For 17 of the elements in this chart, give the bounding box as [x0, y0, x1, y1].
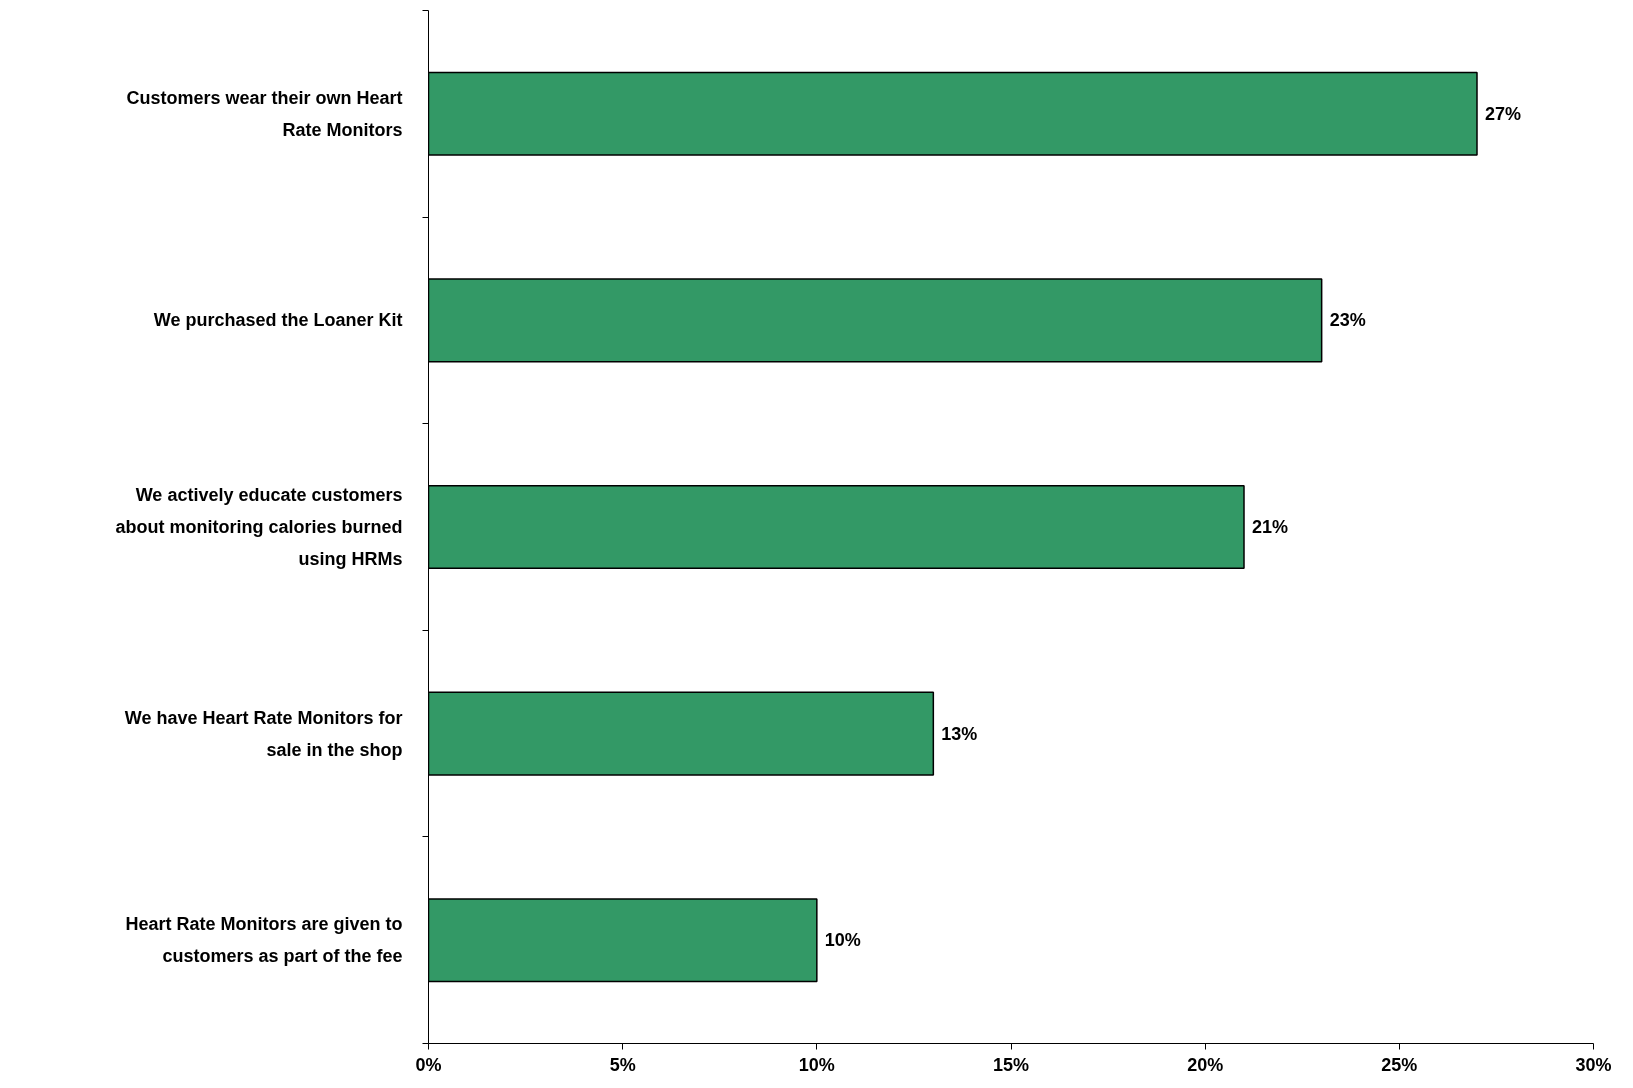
y-tick-label: Customers wear their own Heart Rate Monitors	[126, 87, 403, 140]
x-tick-label: 20%	[1187, 1054, 1224, 1075]
data-label: 27%	[1485, 103, 1522, 124]
x-tick-label: 10%	[798, 1054, 835, 1075]
x-tick-label: 25%	[1381, 1054, 1418, 1075]
data-label: 23%	[1329, 310, 1366, 331]
x-tick-label: 0%	[415, 1054, 442, 1075]
data-label: 13%	[941, 723, 978, 744]
x-tick-label: 15%	[992, 1054, 1030, 1075]
y-tick-label: We actively educate customers about monitoring calories burned using HRMs	[115, 485, 403, 569]
x-tick-label: 5%	[609, 1054, 636, 1075]
y-tick-label: We purchased the Loaner Kit	[153, 310, 403, 331]
data-label: 21%	[1252, 517, 1289, 537]
x-tick-label: 30%	[1575, 1054, 1612, 1075]
y-tick-label: Heart Rate Monitors are given to customers as part of the fee	[125, 914, 403, 967]
data-label: 10%	[824, 930, 861, 951]
y-tick-label: We have Heart Rate Monitors for sale in the shop	[124, 707, 403, 760]
